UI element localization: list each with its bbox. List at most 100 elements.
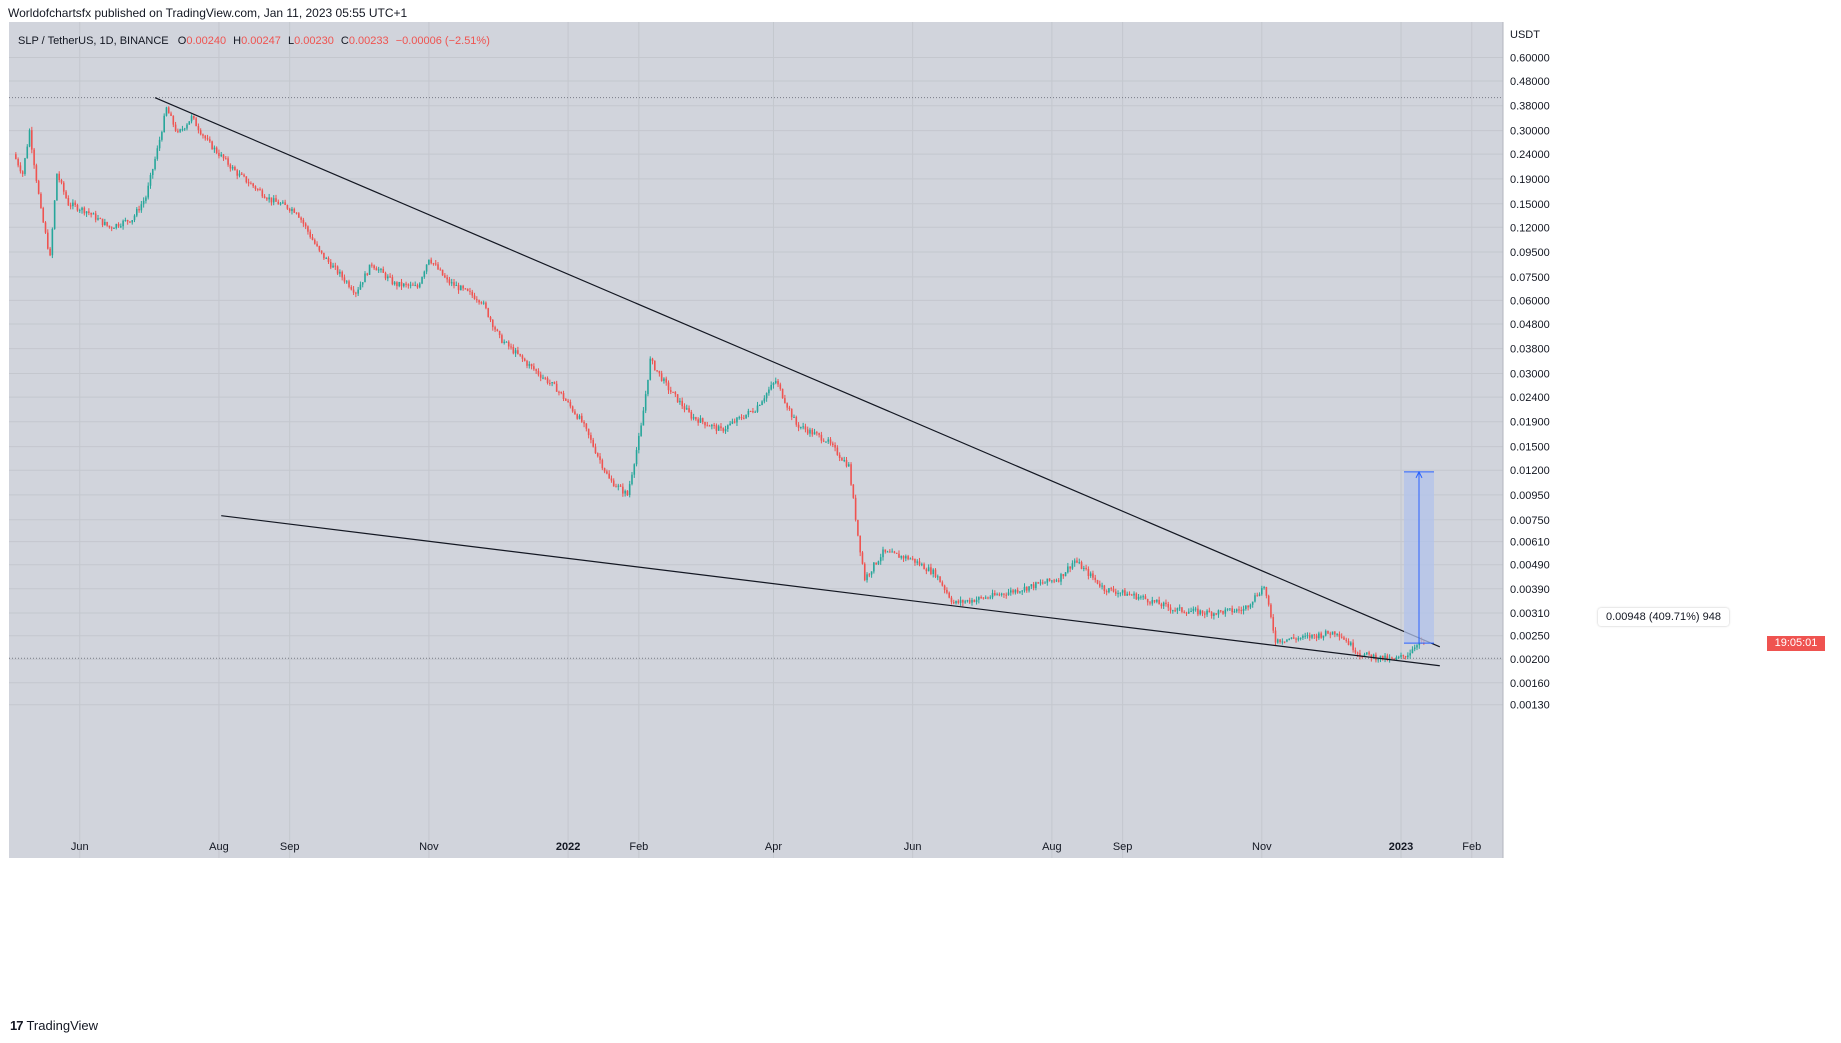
candle bbox=[1318, 631, 1320, 640]
candle bbox=[1213, 612, 1215, 620]
candle-body bbox=[1311, 634, 1313, 638]
candle bbox=[46, 229, 49, 250]
candle bbox=[325, 256, 327, 260]
candle bbox=[628, 480, 631, 498]
candle bbox=[462, 284, 464, 291]
candle-body bbox=[617, 485, 620, 487]
price-axis[interactable]: USDT 0.60000 0.48000 0.38000 0.30000 0.24000 0… bbox=[1510, 29, 1550, 712]
candle-body bbox=[1092, 573, 1094, 578]
arrow-up-icon bbox=[1415, 470, 1423, 479]
symbol-name[interactable]: SLP / TetherUS, 1D, BINANCE bbox=[18, 35, 169, 47]
candle-body bbox=[1254, 595, 1256, 602]
candle bbox=[318, 245, 321, 253]
price-tick-label: 0.03800 bbox=[1510, 344, 1550, 356]
candle bbox=[190, 114, 193, 124]
candle-body bbox=[832, 443, 834, 446]
candle bbox=[432, 262, 435, 266]
candle-body bbox=[1162, 602, 1165, 607]
candle bbox=[183, 127, 186, 131]
candle-body bbox=[462, 285, 464, 289]
high-value: 0.00247 bbox=[241, 35, 281, 47]
candle-body bbox=[644, 394, 647, 411]
candle bbox=[777, 378, 779, 388]
candle bbox=[1299, 637, 1302, 641]
candle-body bbox=[818, 433, 820, 435]
candle bbox=[1039, 579, 1042, 586]
candle bbox=[1359, 649, 1361, 660]
candle bbox=[304, 222, 307, 230]
candle-body bbox=[503, 341, 505, 343]
candle bbox=[389, 273, 391, 278]
candle-body bbox=[836, 447, 839, 455]
low-label: L bbox=[287, 35, 295, 47]
tradingview-logo-icon: 17 bbox=[10, 1018, 24, 1033]
candle-body bbox=[348, 281, 350, 288]
candle-body bbox=[206, 138, 209, 140]
candle-body bbox=[1053, 580, 1055, 582]
candle bbox=[590, 432, 592, 444]
candle bbox=[19, 162, 22, 174]
candle-body bbox=[1187, 611, 1190, 614]
candle bbox=[33, 147, 35, 169]
candle-body bbox=[181, 129, 184, 131]
candle bbox=[300, 216, 302, 223]
candle-body bbox=[523, 358, 526, 361]
candle-body bbox=[971, 599, 973, 603]
candle-body bbox=[1023, 586, 1026, 591]
candle bbox=[291, 206, 293, 215]
candle bbox=[1386, 653, 1389, 662]
candle bbox=[987, 596, 989, 600]
candle-body bbox=[571, 406, 574, 412]
candle bbox=[898, 550, 900, 558]
candle bbox=[243, 173, 245, 178]
candle bbox=[416, 283, 419, 289]
candle bbox=[240, 171, 243, 176]
candle-body bbox=[1142, 596, 1144, 598]
candle bbox=[1267, 594, 1270, 607]
candle-body bbox=[797, 424, 800, 428]
candle-body bbox=[1005, 594, 1008, 596]
candle-body bbox=[521, 355, 524, 359]
candle-body bbox=[460, 285, 462, 291]
candle-body bbox=[284, 202, 286, 206]
candle bbox=[165, 106, 168, 117]
candle-body bbox=[179, 129, 181, 132]
candle bbox=[512, 344, 515, 355]
candle-body bbox=[147, 185, 150, 198]
candle-body bbox=[936, 576, 939, 578]
price-tick-label: 0.60000 bbox=[1510, 53, 1550, 65]
candle-body bbox=[514, 350, 517, 354]
candle bbox=[51, 227, 54, 259]
candle bbox=[1023, 583, 1026, 593]
candle bbox=[772, 382, 775, 389]
price-range-measure[interactable] bbox=[1404, 470, 1434, 644]
candle bbox=[90, 212, 92, 218]
trendlines[interactable] bbox=[154, 97, 1441, 667]
candle bbox=[731, 418, 734, 425]
candle-body bbox=[768, 389, 770, 394]
candle bbox=[1187, 608, 1190, 614]
candle bbox=[170, 111, 172, 117]
candle-body bbox=[793, 416, 795, 418]
candle bbox=[49, 246, 51, 257]
candle-body bbox=[909, 558, 912, 560]
candle-body bbox=[69, 205, 72, 207]
candle-body bbox=[473, 295, 476, 300]
candle-body bbox=[1395, 657, 1398, 660]
candle bbox=[1156, 599, 1158, 604]
candle bbox=[517, 346, 519, 355]
time-axis[interactable]: Jun Aug Sep Nov 2022 Feb Apr Jun Aug Sep Nov 2023 Fe… bbox=[71, 841, 1481, 853]
tradingview-logo[interactable]: 17 TradingView bbox=[10, 1018, 98, 1033]
price-tick-label: 0.00390 bbox=[1510, 584, 1550, 596]
candle-body bbox=[272, 198, 275, 203]
candle bbox=[1064, 571, 1067, 577]
candle-body bbox=[291, 208, 293, 211]
candle-body bbox=[361, 282, 364, 285]
candle bbox=[1238, 606, 1240, 614]
candle bbox=[558, 390, 560, 396]
candle bbox=[149, 172, 152, 189]
candle bbox=[822, 438, 825, 443]
candle-body bbox=[959, 600, 962, 603]
candle bbox=[1302, 634, 1304, 640]
